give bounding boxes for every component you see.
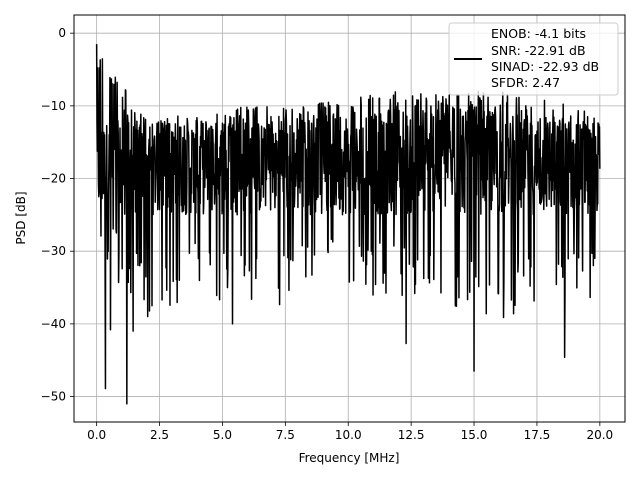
y-axis-label: PSD [dB] xyxy=(14,191,28,244)
legend: ENOB: -4.1 bits SNR: -22.91 dB SINAD: -2… xyxy=(448,22,619,96)
x-tick-label: 20.0 xyxy=(586,428,613,442)
y-tick-label: −50 xyxy=(41,390,66,404)
x-tick-label: 2.5 xyxy=(150,428,169,442)
axis-ticks: 0.0 2.5 5.0 7.5 10.0 12.5 15.0 17.5 20.0 0 −10 −20 −… xyxy=(41,26,614,442)
psd-series xyxy=(95,44,601,405)
y-tick-label: −20 xyxy=(41,172,66,186)
x-tick-label: 0.0 xyxy=(87,428,106,442)
legend-entry-sfdr: SFDR: 2.47 xyxy=(491,75,560,90)
legend-entry-enob: ENOB: -4.1 bits xyxy=(491,26,586,41)
x-axis-label: Frequency [MHz] xyxy=(299,451,400,465)
plot-frame xyxy=(73,14,626,423)
y-tick-label: 0 xyxy=(58,26,66,40)
legend-entry-snr: SNR: -22.91 dB xyxy=(491,43,586,58)
x-tick-label: 17.5 xyxy=(524,428,551,442)
y-tick-label: −30 xyxy=(41,244,66,258)
y-tick-label: −40 xyxy=(41,317,66,331)
x-tick-label: 5.0 xyxy=(213,428,232,442)
psd-trace-line xyxy=(95,44,601,405)
x-tick-label: 7.5 xyxy=(276,428,295,442)
x-tick-label: 12.5 xyxy=(398,428,425,442)
x-tick-label: 15.0 xyxy=(461,428,488,442)
legend-entry-sinad: SINAD: -22.93 dB xyxy=(491,59,599,74)
legend-box xyxy=(448,22,619,96)
x-tick-label: 10.0 xyxy=(335,428,362,442)
y-tick-label: −10 xyxy=(41,99,66,113)
